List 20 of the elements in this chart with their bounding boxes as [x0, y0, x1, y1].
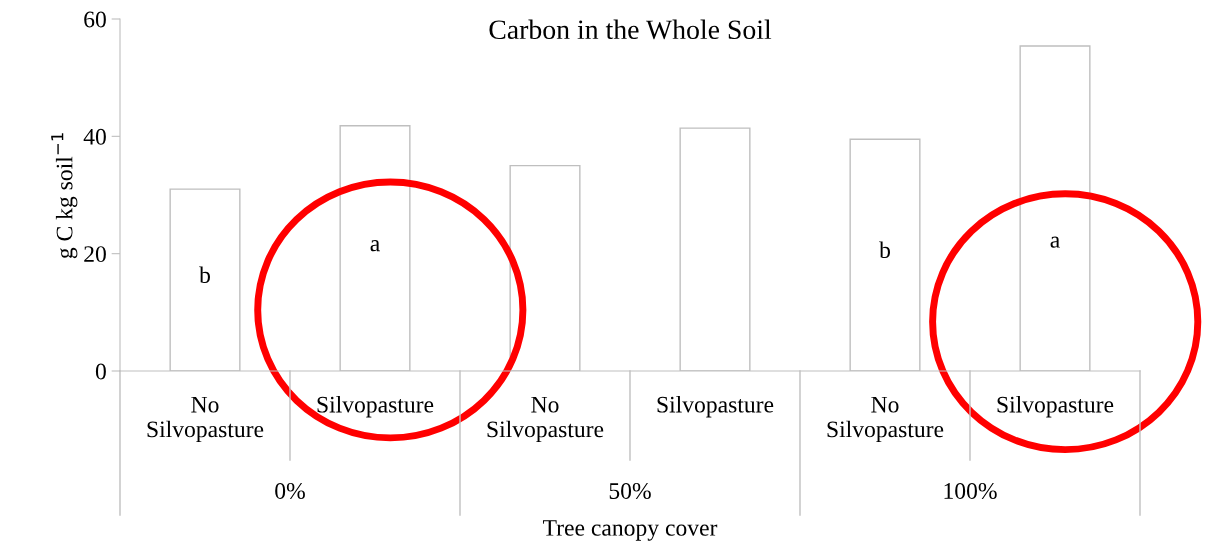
x-tick-label: No Silvopasture: [827, 396, 944, 443]
y-tick-label: 0: [95, 363, 106, 380]
chart-title: Carbon in the Whole Soil: [489, 19, 772, 40]
x-tick-label: Silvopasture: [657, 396, 774, 418]
data-label: a: [370, 240, 380, 252]
y-tick-label: 20: [84, 246, 106, 263]
data-label: b: [879, 241, 890, 259]
y-tick-label: 60: [84, 11, 106, 28]
x-tick-label: No Silvopasture: [487, 396, 604, 443]
data-label: a: [1050, 236, 1060, 248]
text: 50%: [609, 482, 651, 499]
text: 0%: [275, 482, 305, 499]
y-tick-label: 40: [83, 128, 106, 145]
x-axis-title: Tree canopy cover: [543, 520, 718, 541]
y-axis-title: g C kg soil$^{−1}$: [51, 133, 78, 259]
data-label: b: [199, 266, 210, 284]
x-tick-label: No Silvopasture: [147, 396, 264, 443]
x-tick-label: Silvopasture: [997, 396, 1114, 418]
text: 100%: [944, 482, 997, 499]
x-tick-label: Silvopasture: [317, 396, 434, 418]
